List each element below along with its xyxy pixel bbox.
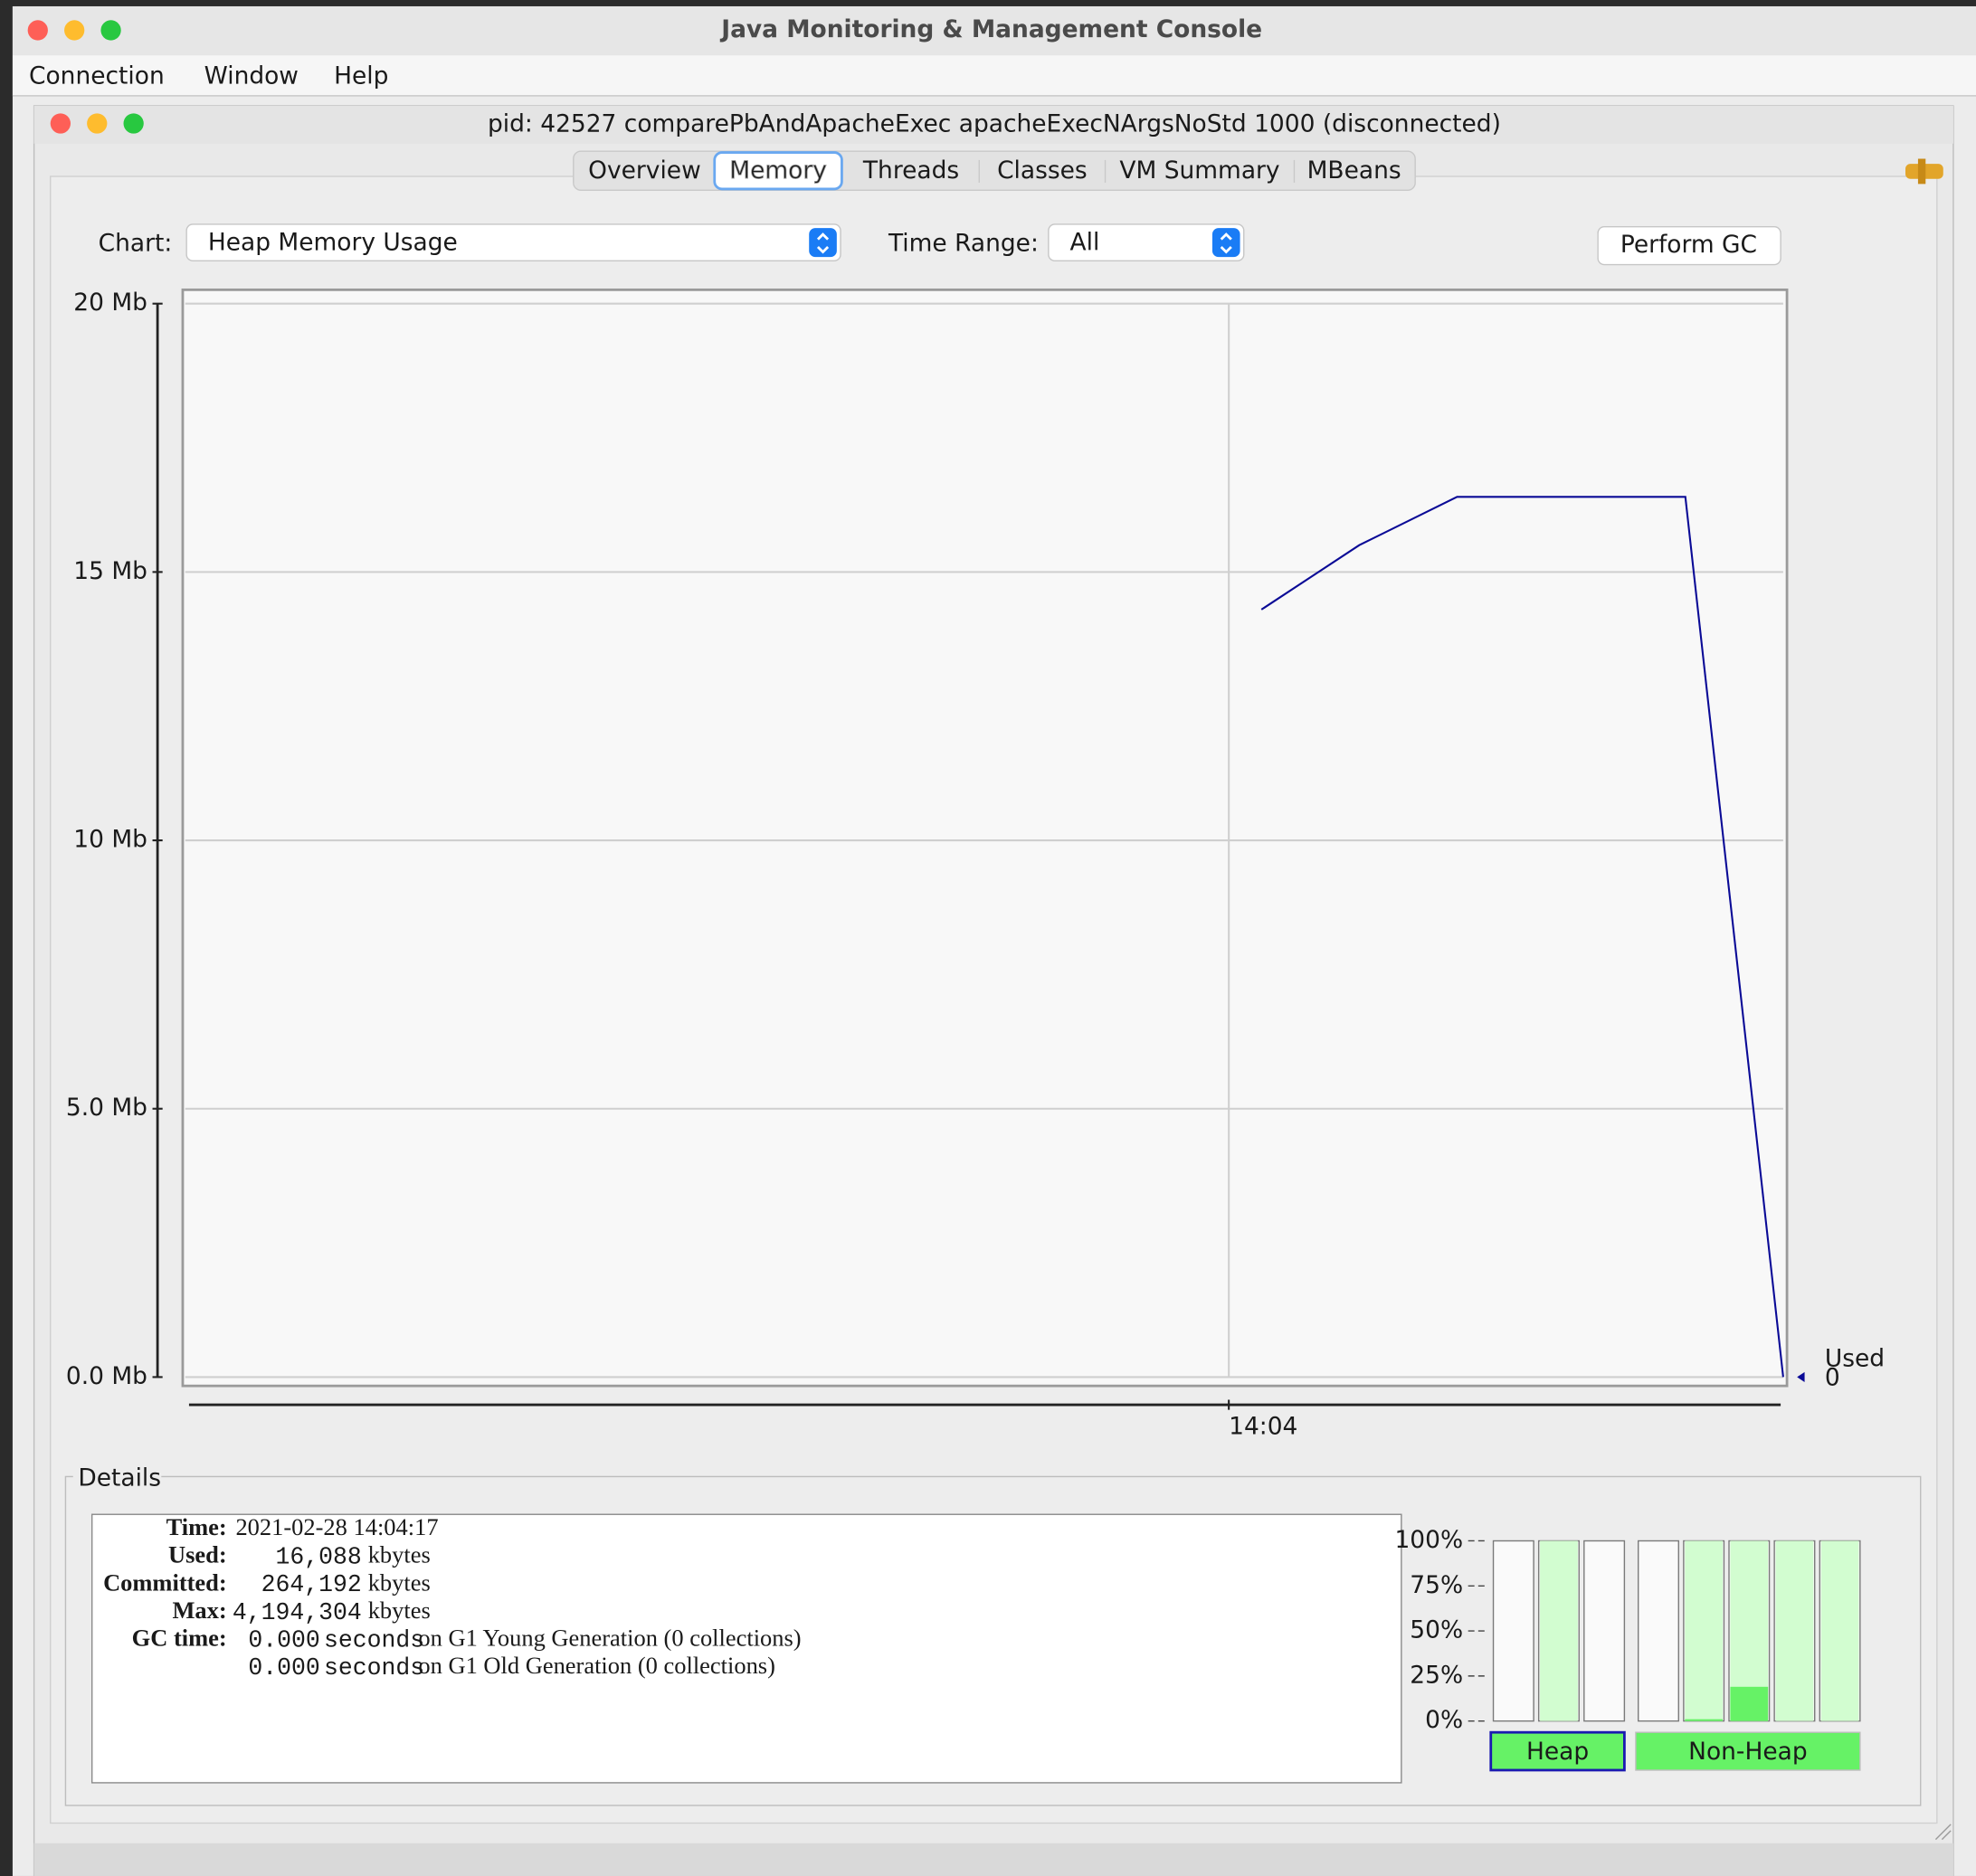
detail-unit: seconds bbox=[324, 1654, 424, 1682]
detail-value: 264,192 bbox=[261, 1571, 362, 1598]
detail-note: on G1 Young Generation (0 collections) bbox=[418, 1625, 801, 1652]
detail-note: on G1 Old Generation (0 collections) bbox=[418, 1652, 774, 1679]
internal-title-bar bbox=[33, 106, 1953, 144]
stepper-arrows bbox=[816, 232, 830, 254]
y-tick-label: 15 Mb bbox=[73, 557, 147, 585]
pool-group-label: Non-Heap bbox=[1688, 1738, 1807, 1766]
detail-label: Used: bbox=[168, 1541, 227, 1568]
time-range-label: Time Range: bbox=[888, 230, 1039, 258]
menu-item[interactable]: Connection bbox=[29, 62, 165, 90]
pool-bar-frame[interactable] bbox=[1638, 1540, 1679, 1722]
detail-value: 0.000 bbox=[248, 1654, 319, 1682]
combo-stepper[interactable] bbox=[809, 228, 837, 258]
pool-used bbox=[1685, 1719, 1724, 1721]
bar-tick-label: 0% bbox=[1425, 1706, 1463, 1734]
detail-value: 0.000 bbox=[248, 1627, 319, 1654]
pool-committed bbox=[1775, 1540, 1814, 1721]
status-strip bbox=[33, 1843, 1953, 1876]
detail-label: GC time: bbox=[132, 1625, 227, 1652]
y-tick-label: 10 Mb bbox=[73, 826, 147, 854]
pool-bar-frame[interactable] bbox=[1583, 1540, 1626, 1722]
menu-item[interactable]: Window bbox=[204, 62, 299, 90]
frame-close[interactable] bbox=[50, 113, 71, 134]
perform-gc-label: Perform GC bbox=[1620, 231, 1757, 259]
minimize-button[interactable] bbox=[64, 20, 85, 41]
y-tick-label: 20 Mb bbox=[73, 289, 147, 317]
combo-stepper[interactable] bbox=[1211, 228, 1240, 258]
bar-tick-label: 100% bbox=[1394, 1526, 1463, 1554]
time-range-combo[interactable] bbox=[1048, 223, 1245, 262]
bar-tick-label: 50% bbox=[1410, 1616, 1463, 1644]
pool-committed bbox=[1820, 1540, 1859, 1721]
pool-group-button[interactable] bbox=[1489, 1730, 1626, 1772]
tab[interactable]: VM Summary bbox=[1119, 156, 1279, 185]
detail-unit: kbytes bbox=[368, 1596, 431, 1624]
chart-combo[interactable] bbox=[185, 223, 841, 262]
window-title: Java Monitoring & Management Console bbox=[719, 15, 1262, 43]
detail-unit: seconds bbox=[324, 1627, 424, 1654]
connection-icon[interactable] bbox=[1905, 158, 1943, 185]
details-legend-bg bbox=[72, 1464, 162, 1490]
detail-label: Committed: bbox=[103, 1568, 227, 1596]
tab[interactable]: Threads bbox=[862, 156, 959, 185]
tab[interactable]: Memory bbox=[729, 156, 827, 185]
detail-value: 2021-02-28 14:04:17 bbox=[235, 1513, 438, 1540]
pool-used bbox=[1730, 1686, 1769, 1721]
details-title: Details bbox=[78, 1464, 161, 1492]
tab[interactable]: MBeans bbox=[1307, 156, 1401, 185]
time-range-choice: All bbox=[1070, 228, 1100, 256]
menu-bar bbox=[12, 55, 1976, 96]
detail-unit: kbytes bbox=[368, 1541, 431, 1568]
details-box bbox=[90, 1513, 1402, 1784]
menu-item[interactable]: Help bbox=[334, 62, 388, 90]
chart-label: Chart: bbox=[99, 230, 173, 258]
plot-area bbox=[181, 288, 1789, 1388]
detail-label: Time: bbox=[166, 1513, 227, 1540]
bar-tick-label: 25% bbox=[1410, 1661, 1463, 1689]
close-button[interactable] bbox=[27, 20, 48, 41]
tab[interactable]: Overview bbox=[588, 156, 701, 185]
perform-gc-button[interactable] bbox=[1597, 226, 1781, 266]
tab-selected[interactable] bbox=[713, 151, 843, 191]
y-tick-label: 5.0 Mb bbox=[66, 1094, 147, 1122]
pool-committed bbox=[1685, 1540, 1724, 1721]
y-tick-label: 0.0 Mb bbox=[66, 1362, 147, 1390]
chart-choice: Heap Memory Usage bbox=[208, 228, 458, 256]
legend-name: Used bbox=[1825, 1344, 1885, 1372]
title-bar bbox=[12, 5, 1976, 56]
line-series bbox=[1260, 496, 1784, 1378]
stepper-arrows bbox=[1220, 232, 1232, 254]
bar-tick-label: 75% bbox=[1410, 1571, 1463, 1599]
frame-minimize[interactable] bbox=[87, 113, 108, 134]
zoom-button[interactable] bbox=[100, 20, 121, 41]
detail-unit: kbytes bbox=[368, 1568, 431, 1596]
pool-group-label: Heap bbox=[1526, 1738, 1589, 1766]
x-tick-label: 14:04 bbox=[1229, 1413, 1297, 1441]
legend-arrow bbox=[1797, 1371, 1805, 1382]
resize-grip[interactable] bbox=[1934, 1824, 1952, 1841]
frame-title: pid: 42527 comparePbAndApacheExec apache… bbox=[488, 109, 1501, 137]
detail-value: 4,194,304 bbox=[233, 1599, 362, 1626]
details-border bbox=[64, 1475, 1922, 1806]
tab[interactable]: Classes bbox=[997, 156, 1088, 185]
legend-value: 0 bbox=[1825, 1363, 1840, 1391]
detail-value: 16,088 bbox=[275, 1544, 361, 1571]
pool-group-button[interactable] bbox=[1635, 1731, 1861, 1771]
pool-committed bbox=[1540, 1540, 1578, 1721]
pool-bar-frame[interactable] bbox=[1492, 1540, 1534, 1722]
frame-zoom[interactable] bbox=[123, 113, 144, 134]
detail-label: Max: bbox=[172, 1596, 226, 1624]
